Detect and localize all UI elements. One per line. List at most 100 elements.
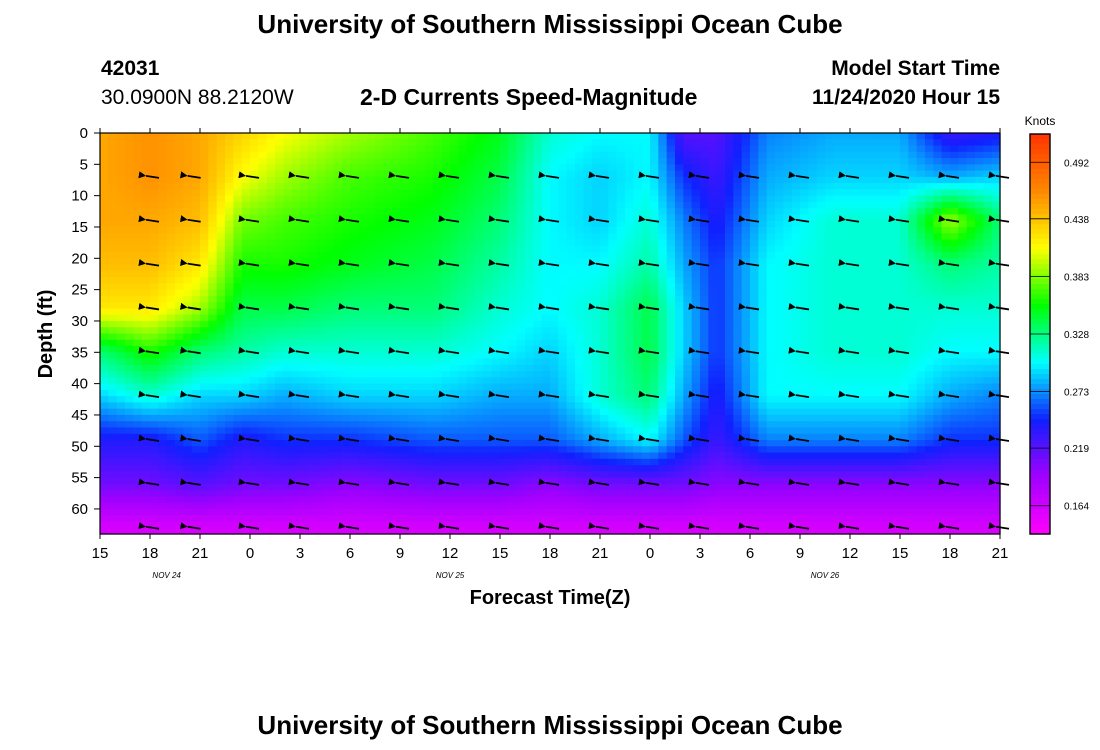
heatmap-cell — [741, 208, 751, 216]
heatmap-cell — [616, 314, 626, 322]
heatmap-cell — [483, 408, 493, 416]
heatmap-cell — [491, 283, 501, 291]
heatmap-cell — [666, 170, 676, 178]
heatmap-cell — [583, 358, 593, 366]
heatmap-cell — [500, 427, 509, 435]
heatmap-cell — [525, 339, 534, 347]
heatmap-cell — [733, 220, 743, 228]
heatmap-cell — [350, 158, 359, 165]
heatmap-cell — [633, 477, 643, 485]
heatmap-cell — [675, 201, 684, 209]
heatmap-cell — [733, 339, 743, 347]
heatmap-cell — [700, 490, 709, 498]
heatmap-cell — [258, 283, 268, 291]
heatmap-cell — [391, 515, 401, 523]
heatmap-cell — [225, 183, 234, 190]
heatmap-cell — [341, 145, 351, 153]
heatmap-cell — [733, 477, 743, 485]
heatmap-cell — [525, 458, 534, 466]
heatmap-cell — [258, 195, 268, 203]
heatmap-cell — [183, 151, 193, 159]
heatmap-cell — [425, 289, 434, 297]
heatmap-cell — [266, 502, 276, 510]
heatmap-cell — [533, 515, 543, 523]
heatmap-cell — [575, 371, 584, 378]
heatmap-cell — [241, 402, 251, 410]
heatmap-cell — [425, 465, 434, 472]
heatmap-cell — [566, 421, 576, 429]
heatmap-cell — [233, 490, 243, 498]
heatmap-cell — [266, 477, 276, 485]
heatmap-cell — [458, 295, 468, 303]
heatmap-cell — [725, 408, 734, 416]
heatmap-cell — [391, 414, 401, 422]
heatmap-cell — [375, 195, 384, 203]
heatmap-cell — [308, 471, 318, 479]
heatmap-cell — [416, 201, 426, 209]
heatmap-cell — [300, 446, 309, 454]
heatmap-cell — [516, 521, 526, 529]
heatmap-cell — [358, 252, 368, 259]
heatmap-cell — [158, 333, 168, 341]
heatmap-cell — [225, 346, 234, 353]
heatmap-cell — [600, 295, 609, 303]
heatmap-cell — [350, 333, 359, 341]
heatmap-cell — [208, 527, 218, 535]
heatmap-cell — [500, 446, 509, 454]
heatmap-cell — [358, 327, 368, 335]
heatmap-cell — [491, 208, 501, 216]
heatmap-cell — [500, 421, 509, 429]
heatmap-cell — [666, 283, 676, 291]
heatmap-cell — [700, 170, 709, 178]
heatmap-cell — [325, 521, 334, 529]
heatmap-cell — [408, 170, 418, 178]
heatmap-cell — [450, 252, 459, 259]
heatmap-cell — [491, 320, 501, 328]
heatmap-cell — [716, 371, 726, 378]
heatmap-cell — [483, 277, 493, 284]
heatmap-cell — [650, 270, 659, 278]
heatmap-cell — [333, 151, 343, 159]
heatmap-cell — [333, 371, 343, 378]
heatmap-cell — [100, 201, 109, 209]
heatmap-cell — [508, 201, 518, 209]
heatmap-cell — [383, 264, 393, 272]
heatmap-cell — [316, 270, 326, 278]
heatmap-cell — [200, 389, 209, 397]
heatmap-cell — [641, 176, 651, 184]
heatmap-cell — [100, 471, 109, 479]
heatmap-cell — [475, 377, 484, 385]
heatmap-cell — [691, 477, 701, 485]
heatmap-cell — [308, 189, 318, 197]
heatmap-cell — [425, 176, 434, 184]
heatmap-cell — [608, 158, 618, 165]
heatmap-cell — [333, 527, 343, 535]
heatmap-cell — [616, 264, 626, 272]
heatmap-cell — [433, 508, 443, 516]
heatmap-cell — [475, 158, 484, 165]
heatmap-cell — [250, 239, 259, 247]
heatmap-cell — [683, 383, 693, 391]
heatmap-cell — [650, 302, 659, 310]
heatmap-cell — [291, 377, 301, 385]
heatmap-cell — [508, 383, 518, 391]
heatmap-cell — [291, 496, 301, 504]
heatmap-cell — [600, 208, 609, 216]
heatmap-cell — [716, 521, 726, 529]
heatmap-cell — [441, 302, 451, 310]
heatmap-cell — [600, 270, 609, 278]
heatmap-cell — [200, 471, 209, 479]
heatmap-cell — [150, 270, 159, 278]
heatmap-cell — [700, 208, 709, 216]
heatmap-cell — [391, 277, 401, 284]
heatmap-cell — [491, 226, 501, 234]
heatmap-cell — [450, 465, 459, 472]
heatmap-cell — [108, 483, 118, 491]
heatmap-cell — [191, 252, 201, 259]
heatmap-cell — [133, 183, 143, 190]
heatmap-cell — [358, 258, 368, 266]
heatmap-cell — [500, 465, 509, 472]
heatmap-cell — [108, 396, 118, 404]
heatmap-cell — [350, 139, 359, 147]
heatmap-cell — [666, 233, 676, 241]
